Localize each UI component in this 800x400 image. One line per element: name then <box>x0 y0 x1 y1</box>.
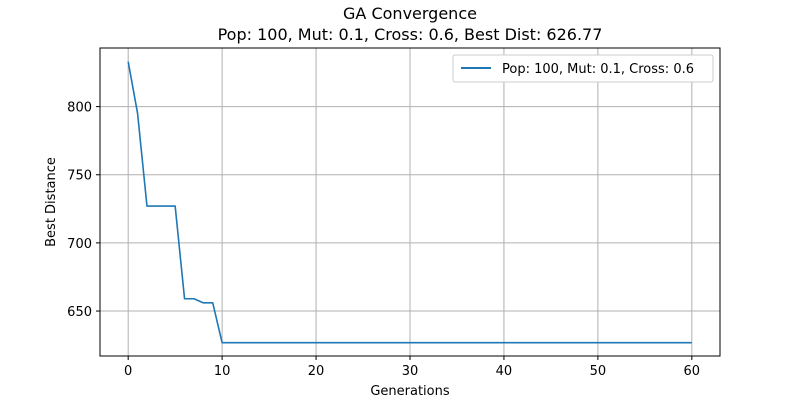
y-axis-label: Best Distance <box>44 157 59 247</box>
x-tick-label-0: 0 <box>124 364 132 379</box>
x-tick-label-2: 20 <box>308 364 325 379</box>
y-tick-label-1: 700 <box>67 237 92 252</box>
x-tick-label-1: 10 <box>214 364 231 379</box>
y-tick-label-3: 800 <box>67 101 92 116</box>
y-tick-label-2: 750 <box>67 169 92 184</box>
ticks: 0 10 20 30 40 50 60 650 700 750 800 <box>67 101 700 379</box>
chart-title: GA Convergence <box>343 4 477 23</box>
legend-entry-0: Pop: 100, Mut: 0.1, Cross: 0.6 <box>502 62 694 77</box>
x-tick-label-4: 40 <box>496 364 513 379</box>
grid <box>100 48 720 356</box>
legend: Pop: 100, Mut: 0.1, Cross: 0.6 <box>452 54 714 83</box>
chart-subtitle: Pop: 100, Mut: 0.1, Cross: 0.6, Best Dis… <box>218 25 603 44</box>
x-tick-label-6: 60 <box>684 364 701 379</box>
y-tick-label-0: 650 <box>67 305 92 320</box>
legend-box <box>452 54 714 83</box>
series-layer <box>127 61 692 344</box>
x-axis-label: Generations <box>370 384 450 399</box>
x-tick-label-3: 30 <box>402 364 419 379</box>
series-line-0 <box>127 61 692 344</box>
x-tick-label-5: 50 <box>590 364 607 379</box>
